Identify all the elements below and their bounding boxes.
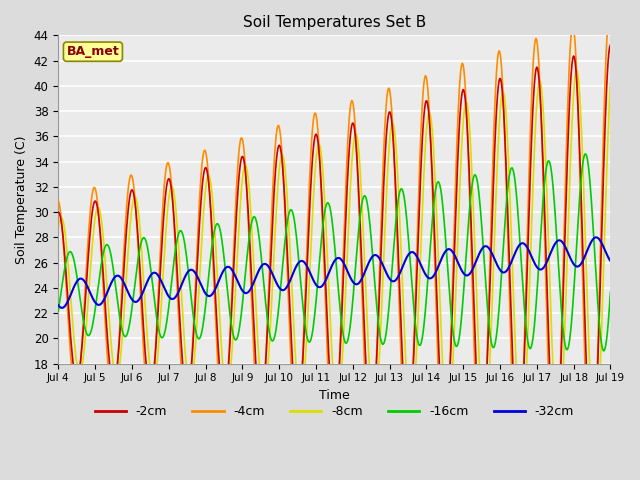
Y-axis label: Soil Temperature (C): Soil Temperature (C) xyxy=(15,135,28,264)
Text: BA_met: BA_met xyxy=(67,45,119,58)
Title: Soil Temperatures Set B: Soil Temperatures Set B xyxy=(243,15,426,30)
Legend: -2cm, -4cm, -8cm, -16cm, -32cm: -2cm, -4cm, -8cm, -16cm, -32cm xyxy=(90,400,579,423)
X-axis label: Time: Time xyxy=(319,389,349,402)
